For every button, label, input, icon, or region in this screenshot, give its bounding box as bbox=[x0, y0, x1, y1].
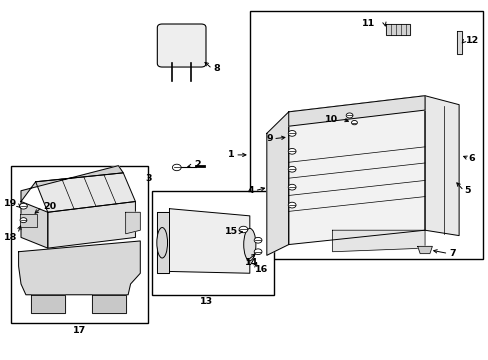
Circle shape bbox=[254, 237, 262, 243]
Circle shape bbox=[287, 131, 295, 136]
Text: 1: 1 bbox=[227, 150, 234, 159]
Circle shape bbox=[239, 226, 247, 233]
Text: 8: 8 bbox=[213, 64, 220, 73]
Circle shape bbox=[287, 184, 295, 190]
Text: 12: 12 bbox=[466, 36, 479, 45]
Bar bbox=[11, 166, 147, 323]
Polygon shape bbox=[424, 96, 458, 235]
Text: 19: 19 bbox=[4, 199, 18, 208]
Polygon shape bbox=[169, 209, 249, 273]
Text: 4: 4 bbox=[247, 186, 254, 195]
Text: 5: 5 bbox=[463, 186, 469, 195]
Text: 20: 20 bbox=[43, 202, 56, 211]
Text: 6: 6 bbox=[468, 154, 474, 163]
Text: 10: 10 bbox=[325, 114, 338, 123]
Text: 13: 13 bbox=[199, 297, 212, 306]
Text: 2: 2 bbox=[193, 161, 200, 170]
Text: 7: 7 bbox=[448, 249, 455, 258]
Polygon shape bbox=[36, 173, 135, 212]
Polygon shape bbox=[266, 112, 288, 255]
Polygon shape bbox=[417, 246, 431, 253]
Polygon shape bbox=[288, 96, 424, 126]
Circle shape bbox=[172, 164, 181, 171]
Polygon shape bbox=[125, 212, 140, 234]
Text: 3: 3 bbox=[144, 174, 151, 183]
Ellipse shape bbox=[157, 228, 167, 258]
Circle shape bbox=[20, 203, 27, 209]
Circle shape bbox=[346, 113, 352, 118]
Polygon shape bbox=[19, 241, 140, 295]
Circle shape bbox=[254, 249, 262, 255]
Circle shape bbox=[20, 218, 27, 223]
Text: 17: 17 bbox=[73, 326, 86, 335]
Polygon shape bbox=[31, 295, 65, 313]
Text: 16: 16 bbox=[254, 265, 267, 274]
FancyBboxPatch shape bbox=[157, 24, 205, 67]
Polygon shape bbox=[332, 230, 424, 252]
Text: 15: 15 bbox=[224, 228, 237, 237]
Circle shape bbox=[287, 148, 295, 154]
Polygon shape bbox=[20, 214, 37, 226]
Polygon shape bbox=[456, 31, 461, 54]
Polygon shape bbox=[21, 202, 48, 248]
Ellipse shape bbox=[243, 228, 255, 261]
Circle shape bbox=[287, 166, 295, 172]
Polygon shape bbox=[157, 212, 169, 273]
Circle shape bbox=[351, 121, 357, 125]
Polygon shape bbox=[48, 202, 135, 248]
Polygon shape bbox=[21, 166, 123, 202]
Text: 18: 18 bbox=[4, 233, 18, 242]
Polygon shape bbox=[288, 96, 424, 244]
Bar bbox=[249, 12, 483, 259]
Text: 14: 14 bbox=[244, 258, 258, 267]
Bar bbox=[152, 191, 274, 295]
Circle shape bbox=[287, 202, 295, 208]
Polygon shape bbox=[91, 295, 125, 313]
Polygon shape bbox=[386, 24, 409, 35]
Text: 11: 11 bbox=[361, 19, 374, 28]
Text: 9: 9 bbox=[266, 134, 273, 143]
